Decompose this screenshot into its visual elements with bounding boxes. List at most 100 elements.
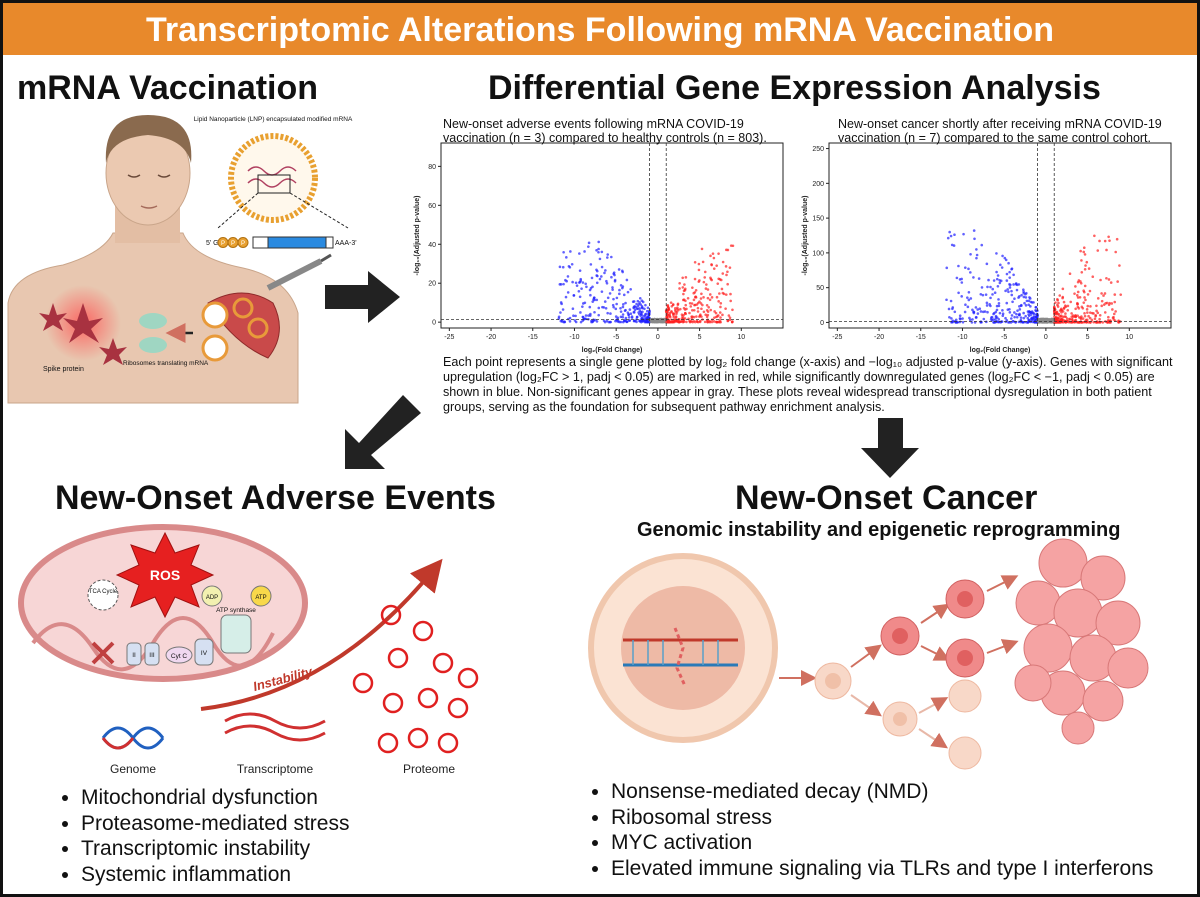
point-decoration xyxy=(593,310,596,314)
point-decoration xyxy=(964,303,967,307)
point-decoration xyxy=(1032,317,1036,321)
point-decoration xyxy=(633,308,637,312)
point-decoration xyxy=(1084,264,1087,267)
point-decoration xyxy=(1013,297,1016,301)
point-decoration xyxy=(718,311,722,314)
point-decoration xyxy=(618,292,621,296)
omics-label: Transcriptome xyxy=(237,762,314,776)
point-decoration xyxy=(632,305,636,309)
point-decoration xyxy=(1085,318,1089,322)
point-decoration xyxy=(967,290,971,294)
point-decoration xyxy=(667,308,671,311)
point-decoration xyxy=(985,262,989,266)
point-decoration xyxy=(971,318,974,321)
point-decoration xyxy=(717,252,720,256)
point-decoration xyxy=(613,279,617,283)
point-decoration xyxy=(708,293,712,296)
complex-label: Cyt C xyxy=(171,653,188,660)
point-decoration xyxy=(710,296,714,299)
point-decoration xyxy=(700,247,704,251)
point-decoration xyxy=(630,315,634,318)
point-decoration xyxy=(1085,260,1089,264)
point-decoration xyxy=(622,293,626,297)
point-decoration xyxy=(978,307,982,311)
point-decoration xyxy=(1108,301,1111,305)
point-decoration xyxy=(616,320,619,323)
point-decoration xyxy=(986,285,989,289)
point-decoration xyxy=(989,304,992,308)
point-decoration xyxy=(676,306,679,309)
cap-label: P xyxy=(221,241,225,247)
point-decoration xyxy=(1114,310,1117,313)
point-decoration xyxy=(670,304,674,308)
point-decoration xyxy=(728,316,732,319)
point-decoration xyxy=(1061,315,1065,319)
point-decoration xyxy=(1096,321,1100,324)
point-decoration xyxy=(1062,300,1066,304)
point-decoration xyxy=(1076,314,1079,317)
bullet-item: Ribosomal stress xyxy=(611,805,1153,831)
point-decoration xyxy=(969,297,973,300)
adverse-title: New-Onset Adverse Events xyxy=(55,479,496,517)
point-decoration xyxy=(684,276,688,279)
point-decoration xyxy=(1024,314,1027,318)
omics-label: Genome xyxy=(110,762,156,776)
point-decoration xyxy=(1112,312,1116,316)
point-decoration xyxy=(949,299,953,303)
point-decoration xyxy=(664,310,668,313)
point-decoration xyxy=(724,265,728,268)
point-decoration xyxy=(995,252,998,255)
y-tick-label: 0 xyxy=(432,320,436,327)
point-decoration xyxy=(673,307,677,310)
plot-caption: New-onset cancer shortly after receiving… xyxy=(838,117,1162,145)
point-decoration xyxy=(725,273,728,277)
point-decoration xyxy=(583,317,587,320)
point-decoration xyxy=(674,315,678,318)
point-decoration xyxy=(683,311,687,315)
point-decoration xyxy=(1028,296,1031,299)
point-decoration xyxy=(1008,286,1012,289)
x-axis-label: log₂(Fold Change) xyxy=(970,347,1031,354)
point-decoration xyxy=(638,307,642,310)
point-decoration xyxy=(589,312,592,316)
point-decoration xyxy=(675,310,679,314)
point-decoration xyxy=(1012,273,1015,277)
point-decoration xyxy=(709,254,712,258)
point-decoration xyxy=(1001,309,1004,312)
point-decoration xyxy=(717,300,720,303)
point-decoration xyxy=(1116,280,1119,283)
person-illustration xyxy=(7,115,332,404)
point-decoration xyxy=(702,280,706,284)
point-decoration xyxy=(1079,316,1082,320)
point-decoration xyxy=(1018,308,1022,311)
point-decoration xyxy=(628,308,632,311)
point-decoration xyxy=(992,279,996,282)
point-decoration xyxy=(953,233,956,237)
point-decoration xyxy=(1104,302,1107,305)
point-decoration xyxy=(1086,293,1090,296)
dge-description: Each point represents a single gene plot… xyxy=(443,355,1173,414)
point-decoration xyxy=(1051,319,1055,322)
point-decoration xyxy=(696,320,699,324)
point-decoration xyxy=(999,279,1003,283)
complex-label: II xyxy=(132,652,136,659)
point-decoration xyxy=(703,320,707,324)
point-decoration xyxy=(1103,311,1107,314)
point-decoration xyxy=(726,282,729,286)
x-tick-label: -20 xyxy=(486,334,496,341)
point-decoration xyxy=(635,302,638,306)
point-decoration xyxy=(590,276,594,280)
point-decoration xyxy=(609,320,612,324)
point-decoration xyxy=(1026,310,1030,313)
point-decoration xyxy=(628,319,632,322)
point-decoration xyxy=(713,310,716,313)
point-decoration xyxy=(1020,293,1023,297)
bullet-item: Elevated immune signaling via TLRs and t… xyxy=(611,856,1153,882)
point-decoration xyxy=(1098,317,1101,321)
point-decoration xyxy=(716,315,719,318)
point-decoration xyxy=(602,306,606,309)
point-decoration xyxy=(625,320,628,324)
point-decoration xyxy=(597,240,600,244)
point-decoration xyxy=(1013,311,1016,314)
point-decoration xyxy=(1054,311,1058,315)
